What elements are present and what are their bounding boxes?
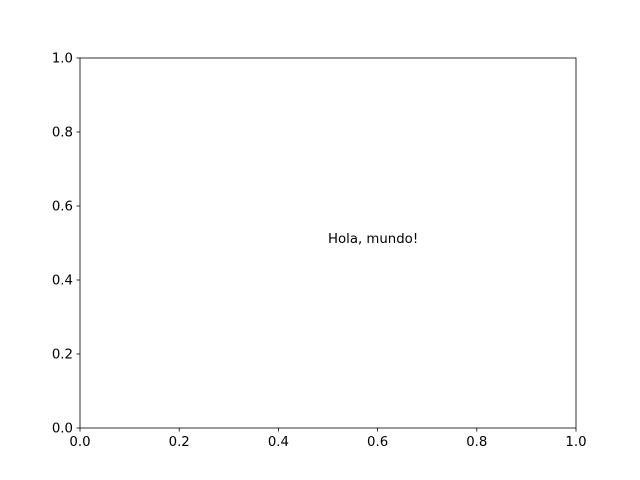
x-tick-label: 1.0: [565, 435, 586, 450]
x-tick-label: 0.8: [466, 435, 487, 450]
plot-area: [80, 58, 576, 428]
y-tick-label: 0.2: [52, 348, 73, 363]
annotations: Hola, mundo!: [328, 232, 418, 247]
x-tick-label: 0.2: [169, 435, 190, 450]
axes-frame: [79, 57, 577, 429]
x-axis-ticks: 0.0 0.2 0.4 0.6 0.8 1.0: [69, 428, 587, 450]
y-tick-label: 0.0: [52, 422, 73, 437]
y-axis-ticks: 0.0 0.2 0.4 0.6 0.8 1.0: [52, 52, 80, 437]
y-tick-label: 0.8: [52, 126, 73, 141]
annotation-text: Hola, mundo!: [328, 232, 418, 247]
axes: 0.0 0.2 0.4 0.6 0.8 1.0 0.0 0.2 0.4 0.6 0.8 1.0 Ho…: [52, 52, 587, 450]
y-tick-label: 0.4: [52, 274, 73, 289]
x-tick-label: 0.4: [268, 435, 289, 450]
y-tick-label: 1.0: [52, 52, 73, 67]
y-tick-label: 0.6: [52, 200, 73, 215]
x-tick-label: 0.6: [367, 435, 388, 450]
x-tick-label: 0.0: [69, 435, 90, 450]
